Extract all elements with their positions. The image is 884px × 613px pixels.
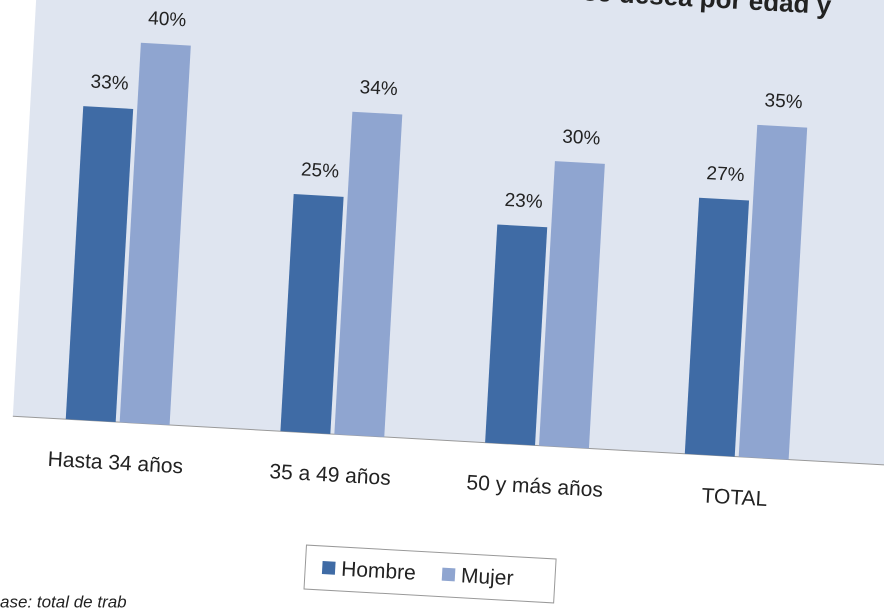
- bar: [539, 161, 605, 449]
- value-label: 34%: [359, 77, 398, 100]
- bar: [65, 106, 134, 422]
- chart-body: cuando se desea por edad y Hasta 34 años…: [12, 0, 884, 511]
- footnote: ase: total de trab: [0, 592, 127, 611]
- x-tick-label: Hasta 34 años: [47, 448, 184, 479]
- legend: Hombre Mujer: [303, 544, 557, 604]
- value-label: 23%: [504, 190, 543, 213]
- x-tick-label: TOTAL: [701, 484, 768, 511]
- value-label: 35%: [764, 90, 803, 113]
- bar: [280, 194, 344, 434]
- bar: [738, 124, 808, 460]
- value-label: 25%: [300, 159, 339, 182]
- x-tick-label: 35 a 49 años: [269, 460, 392, 490]
- legend-swatch: [441, 567, 456, 582]
- value-label: 30%: [562, 126, 601, 149]
- value-label: 40%: [148, 8, 187, 31]
- bar: [684, 197, 750, 457]
- value-label: 33%: [90, 72, 129, 95]
- bar: [485, 224, 548, 446]
- legend-label: Hombre: [341, 558, 417, 585]
- legend-box: [303, 544, 557, 604]
- x-tick-label: 50 y más años: [466, 471, 604, 502]
- bar: [334, 111, 403, 437]
- value-label: 27%: [706, 163, 745, 186]
- legend-swatch: [321, 560, 336, 575]
- bar: [119, 42, 191, 425]
- legend-label: Mujer: [460, 564, 514, 590]
